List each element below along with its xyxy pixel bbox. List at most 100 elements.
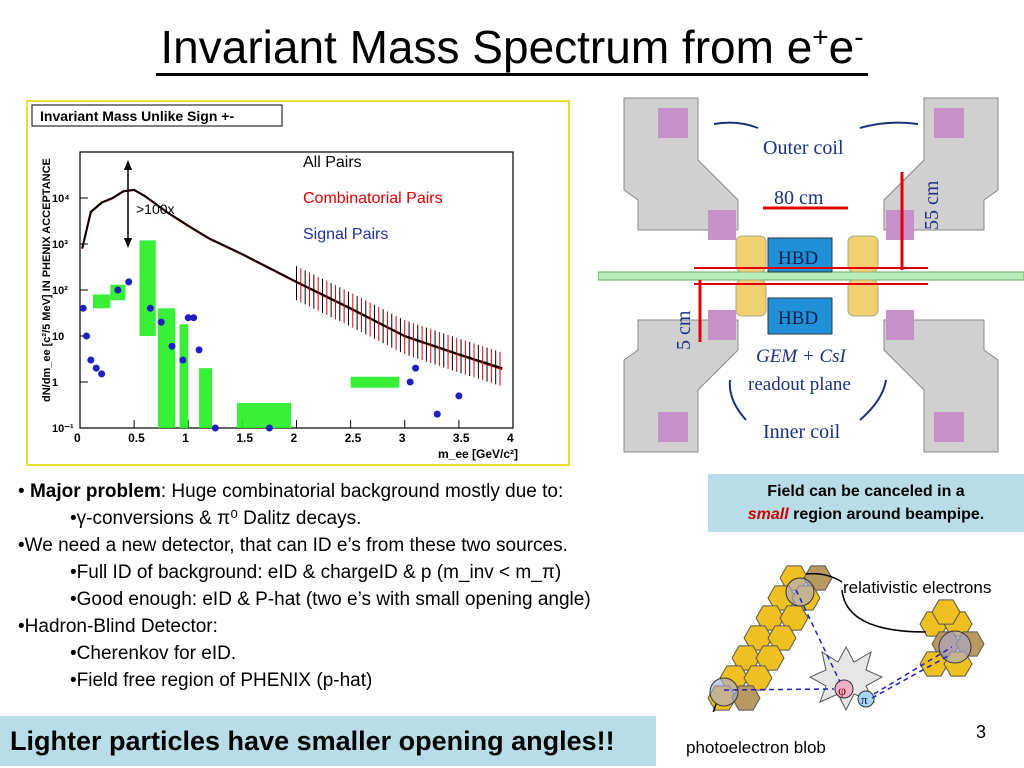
- signal-point: [184, 314, 192, 322]
- track-4: [871, 654, 951, 699]
- gem-label: GEM + CsI: [756, 346, 848, 367]
- signal-point: [157, 318, 165, 326]
- photoelectron-blob-label: photoelectron blob: [686, 738, 826, 757]
- outer-coil-arrow-right: [859, 121, 919, 129]
- right-lower-yoke: [883, 319, 999, 453]
- field-note-line1: Field can be canceled in a: [767, 483, 965, 500]
- ratio-annotation: >100x: [136, 201, 175, 217]
- y-tick-label: 10⁻¹: [52, 423, 74, 435]
- readout-label: readout plane: [748, 374, 851, 395]
- relativistic-pointer-2: [841, 589, 927, 633]
- title-e: e: [828, 21, 855, 74]
- signal-point: [455, 392, 463, 400]
- bullet-3a: •Cherenkov for eID.: [70, 643, 237, 664]
- conclusion-banner: Lighter particles have smaller opening a…: [0, 716, 656, 766]
- hbd-top-label: HBD: [778, 248, 818, 269]
- x-tick-label: 2.5: [345, 431, 362, 445]
- field-note-rest: region around beampipe.: [788, 506, 985, 523]
- dim-55-label: 55 cm: [921, 180, 943, 230]
- plot-axes: 0 0.5 1 1.5 2 2.5 3 3.5 4 10⁻¹ 1 10 10² 10³ 10⁴: [52, 151, 514, 445]
- title-sup-minus: -: [854, 22, 864, 53]
- hbd-bottom-label: HBD: [778, 308, 818, 329]
- dim-5-label: 5 cm: [673, 310, 695, 350]
- hex-pad: [931, 599, 961, 625]
- invariant-mass-plot: Invariant Mass Unlike Sign +- 0 0.5 1 1.5 2 2…: [26, 100, 570, 466]
- bullet-2a: •Full ID of background: eID & chargeID &…: [70, 562, 562, 583]
- bullet-1-bold: Major problem: [29, 481, 161, 502]
- hex-pads: [707, 565, 985, 711]
- y-tick-label: 10³: [52, 239, 68, 251]
- outer-coil-bl: [658, 412, 688, 442]
- ratio-arrow-bottom: [124, 238, 132, 248]
- bullet-3b: •Field free region of PHENIX (p-hat): [70, 670, 373, 691]
- signal-point: [114, 286, 122, 294]
- signal-point: [146, 304, 154, 312]
- x-tick-label: 2: [291, 431, 298, 445]
- field-note-line2: small region around beampipe.: [708, 503, 1024, 526]
- x-tick-label: 3: [399, 431, 406, 445]
- signal-point: [179, 356, 187, 364]
- outer-coil-tl: [658, 108, 688, 138]
- track-1: [723, 688, 835, 691]
- plot-curves: [81, 188, 503, 386]
- dim-80-label: 80 cm: [774, 187, 824, 209]
- plot-header: Invariant Mass Unlike Sign +-: [40, 108, 234, 124]
- bullet-1-rest: : Huge combinatorial background mostly d…: [160, 481, 564, 502]
- pi-circle: [857, 690, 875, 708]
- outer-coil-arrow-left: [713, 121, 759, 129]
- y-tick-label: 10: [52, 331, 64, 343]
- legend-all-pairs: All Pairs: [303, 154, 362, 171]
- title-sup-plus: +: [812, 22, 829, 53]
- inner-coil-tr: [886, 210, 914, 240]
- right-gas-volume-top: [847, 235, 879, 273]
- systematic-box: [92, 294, 111, 309]
- title-text: Invariant Mass Spectrum from e: [160, 21, 813, 74]
- legend-signal-pairs: Signal Pairs: [303, 226, 389, 243]
- plot-header-box: [31, 104, 283, 127]
- y-tick-label: 1: [52, 377, 58, 389]
- signal-point: [82, 332, 90, 340]
- signal-point: [125, 278, 133, 286]
- plot-syst-boxes: [92, 240, 400, 428]
- hex-pad: [755, 645, 785, 671]
- signal-point: [190, 314, 198, 322]
- inner-coil-tl: [708, 210, 736, 240]
- signal-point: [412, 364, 420, 372]
- detector-schematic: HBD HBD 80 cm 55 cm 5 cm Outer coil GEM …: [597, 80, 1024, 470]
- plot-svg: Invariant Mass Unlike Sign +- 0 0.5 1 1.5 2 2…: [31, 104, 518, 461]
- signal-point: [92, 364, 100, 372]
- inner-coil-bl: [708, 310, 736, 340]
- hbd-top-box: [767, 237, 833, 273]
- x-tick-label: 3.5: [453, 431, 470, 445]
- phi-circle: [834, 679, 854, 699]
- inner-coil-br: [886, 310, 914, 340]
- ratio-arrow-top: [124, 160, 132, 170]
- inner-coil-arrow-right: [859, 379, 887, 421]
- beam-pipe: [597, 271, 1024, 281]
- right-upper-yoke: [883, 97, 999, 231]
- bullet-1a: •γ-conversions & π⁰ Dalitz decays.: [70, 508, 362, 529]
- signal-point: [433, 410, 441, 418]
- bullet-list: • Major problem: Huge combinatorial back…: [18, 478, 708, 694]
- pi-label: π: [861, 692, 868, 707]
- hex-pad-diagram: φ π: [707, 565, 985, 712]
- y-tick-label: 10⁴: [52, 193, 70, 205]
- electron-hit-2: [709, 677, 739, 707]
- x-tick-label: 1: [182, 431, 189, 445]
- left-gas-volume-bottom: [735, 279, 767, 317]
- signal-point: [79, 304, 87, 312]
- slide-title: Invariant Mass Spectrum from e+e-: [0, 10, 1024, 77]
- track-3: [873, 646, 953, 695]
- page-number: 3: [976, 722, 987, 742]
- phi-label: φ: [838, 684, 846, 699]
- signal-point: [211, 424, 219, 432]
- signal-point: [87, 356, 95, 364]
- electron-hit-3: [938, 630, 972, 664]
- bullet-2: •We need a new detector, that can ID e’s…: [18, 535, 568, 556]
- blob-pointer: [712, 703, 717, 712]
- relativistic-electrons-label: relativistic electrons: [843, 578, 992, 597]
- left-lower-yoke: [623, 319, 739, 453]
- outer-coil-tr: [934, 108, 964, 138]
- bullet-3: •Hadron-Blind Detector:: [18, 616, 218, 637]
- signal-point: [406, 378, 414, 386]
